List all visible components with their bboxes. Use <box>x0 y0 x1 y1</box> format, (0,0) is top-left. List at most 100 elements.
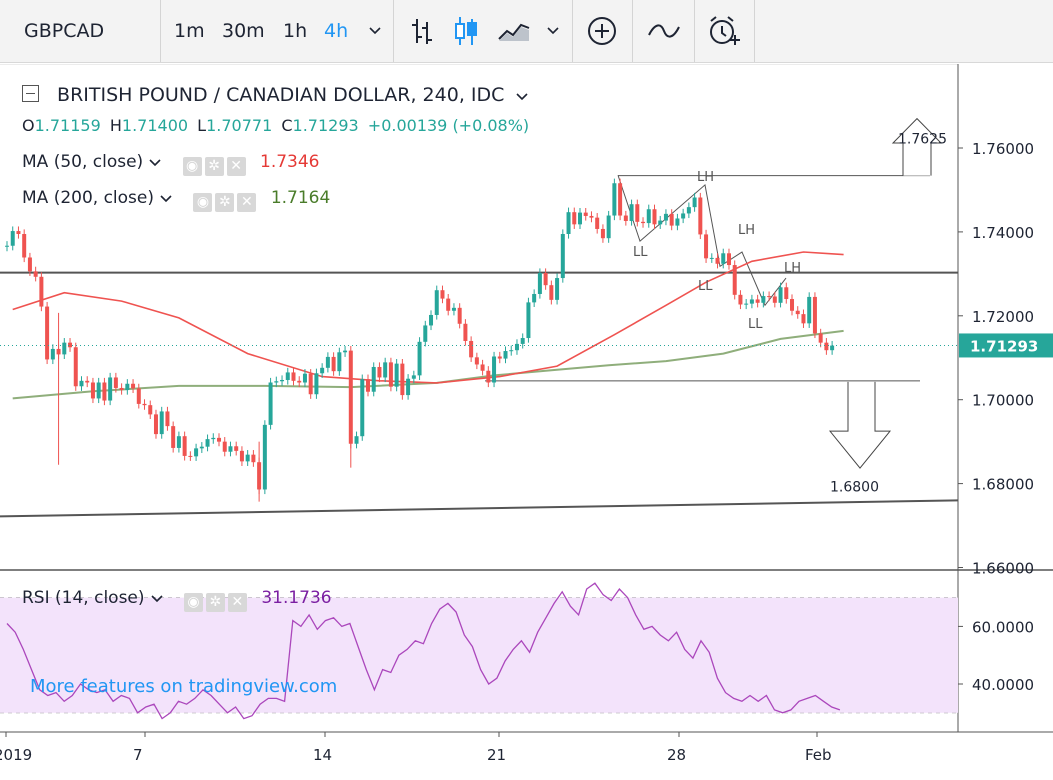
candle-body <box>663 213 668 221</box>
close-icon[interactable]: ✕ <box>227 593 247 612</box>
ma50-chevron-icon[interactable] <box>149 156 161 170</box>
candle-body <box>411 375 416 379</box>
settings-gear-icon[interactable]: ✲ <box>204 157 224 176</box>
collapse-legend-icon[interactable] <box>22 85 39 102</box>
ma50-legend: MA (50, close) ◉ ✲ ✕ 1.7346 <box>22 152 320 176</box>
last-price-label: 1.71293 <box>970 337 1038 355</box>
candle-body <box>635 204 640 222</box>
price-tick-label: 1.74000 <box>972 224 1034 242</box>
eye-icon[interactable]: ◉ <box>182 157 202 176</box>
candle-body <box>291 372 296 381</box>
bars-chart-icon[interactable] <box>404 0 440 62</box>
toolbar-divider <box>393 0 394 62</box>
candle-body <box>704 234 709 259</box>
candle-body <box>33 271 38 277</box>
candle-body <box>423 325 428 342</box>
candle-body <box>457 307 462 324</box>
settings-gear-icon[interactable]: ✲ <box>205 593 225 612</box>
candle-body <box>343 350 348 353</box>
ohlc-legend: O1.71159 H1.71400 L1.70771 C1.71293 +0.0… <box>22 116 530 135</box>
close-icon[interactable]: ✕ <box>226 157 246 176</box>
candle-body <box>383 362 388 378</box>
ohlc-close: 1.71293 <box>292 116 359 135</box>
candle-body <box>406 378 411 396</box>
rsi-line <box>6 582 841 720</box>
candle-body <box>526 302 531 339</box>
chart-title: BRITISH POUND / CANADIAN DOLLAR, 240, ID… <box>57 84 505 106</box>
swing-zigzag <box>617 175 787 307</box>
price-tick-label: 1.76000 <box>972 140 1034 158</box>
settings-gear-icon[interactable]: ✲ <box>215 193 235 212</box>
close-icon[interactable]: ✕ <box>237 193 257 212</box>
candle-body <box>5 245 9 247</box>
candle-body <box>314 373 319 395</box>
add-indicator-icon[interactable] <box>582 0 622 62</box>
candle-body <box>45 306 50 360</box>
candle-body <box>492 356 497 383</box>
candle-body <box>434 290 439 315</box>
area-chart-icon[interactable] <box>494 0 534 62</box>
candle-body <box>532 293 537 303</box>
eye-icon[interactable]: ◉ <box>193 193 213 212</box>
chart-style-chevron-icon[interactable] <box>542 0 564 62</box>
indicators-icon[interactable] <box>642 0 686 62</box>
candle-body <box>165 411 170 427</box>
interval-1m[interactable]: 1m <box>174 20 205 42</box>
candle-body <box>188 455 193 457</box>
eye-icon[interactable]: ◉ <box>183 593 203 612</box>
tradingview-watermark-link[interactable]: More features on tradingview.com <box>30 676 338 697</box>
candle-body <box>136 388 141 404</box>
symbol-search[interactable]: GBPCAD <box>24 20 105 42</box>
candle-body <box>302 373 307 383</box>
candle-body <box>365 379 370 392</box>
candle-body <box>96 382 101 399</box>
ma200-chevron-icon[interactable] <box>160 192 172 206</box>
candle-body <box>778 287 783 303</box>
swing-label: LH <box>697 170 714 185</box>
chart-title-legend: BRITISH POUND / CANADIAN DOLLAR, 240, ID… <box>22 84 529 106</box>
candle-body <box>732 265 737 295</box>
candle-body <box>600 228 605 239</box>
candle-body <box>738 294 743 305</box>
candle-body <box>824 342 829 351</box>
price-chart-svg[interactable]: 1.76000 1.74000 1.72000 1.70000 1.68000 1.660… <box>0 63 1053 776</box>
candle-body <box>142 403 147 406</box>
chart-annotations: LH LL LH LL LH LL 1.7625 1.6800 1.71293 <box>0 132 1053 496</box>
interval-30m[interactable]: 30m <box>222 20 265 42</box>
candle-body <box>176 436 181 448</box>
candles-chart-icon[interactable] <box>448 0 484 62</box>
alert-clock-icon[interactable] <box>704 0 744 62</box>
candle-body <box>331 356 336 372</box>
candle-body <box>560 233 565 279</box>
candlestick-series <box>5 178 835 502</box>
swing-label: LL <box>698 279 713 294</box>
candle-body <box>274 381 279 383</box>
candle-body <box>228 446 233 452</box>
toolbar-divider <box>754 0 755 62</box>
rsi-band <box>0 597 958 713</box>
lower-target-label: 1.6800 <box>830 480 879 496</box>
candle-body <box>205 439 210 447</box>
candle-body <box>767 296 772 298</box>
candle-body <box>125 383 130 391</box>
candle-body <box>377 366 382 378</box>
price-tick-label: 1.68000 <box>972 476 1034 494</box>
rsi-chevron-icon[interactable] <box>150 592 163 606</box>
candle-body <box>234 446 239 451</box>
chart-container[interactable]: 1.76000 1.74000 1.72000 1.70000 1.68000 1.660… <box>0 63 1053 776</box>
candle-body <box>709 257 714 259</box>
ma50-value: 1.7346 <box>260 152 320 172</box>
candle-body <box>801 314 806 324</box>
interval-1h[interactable]: 1h <box>283 20 308 42</box>
interval-dropdown-chevron-icon[interactable] <box>364 0 386 62</box>
time-tick-label: 7 <box>133 746 143 764</box>
rsi-series <box>6 582 841 720</box>
time-axis: 2019 7 14 21 28 Feb <box>0 732 832 764</box>
candle-body <box>22 233 27 258</box>
candle-body <box>280 379 285 382</box>
candle-body <box>251 454 256 463</box>
title-chevron-icon[interactable] <box>516 90 529 104</box>
candle-body <box>400 363 405 396</box>
interval-4h[interactable]: 4h <box>324 20 349 42</box>
candle-body <box>85 380 90 383</box>
